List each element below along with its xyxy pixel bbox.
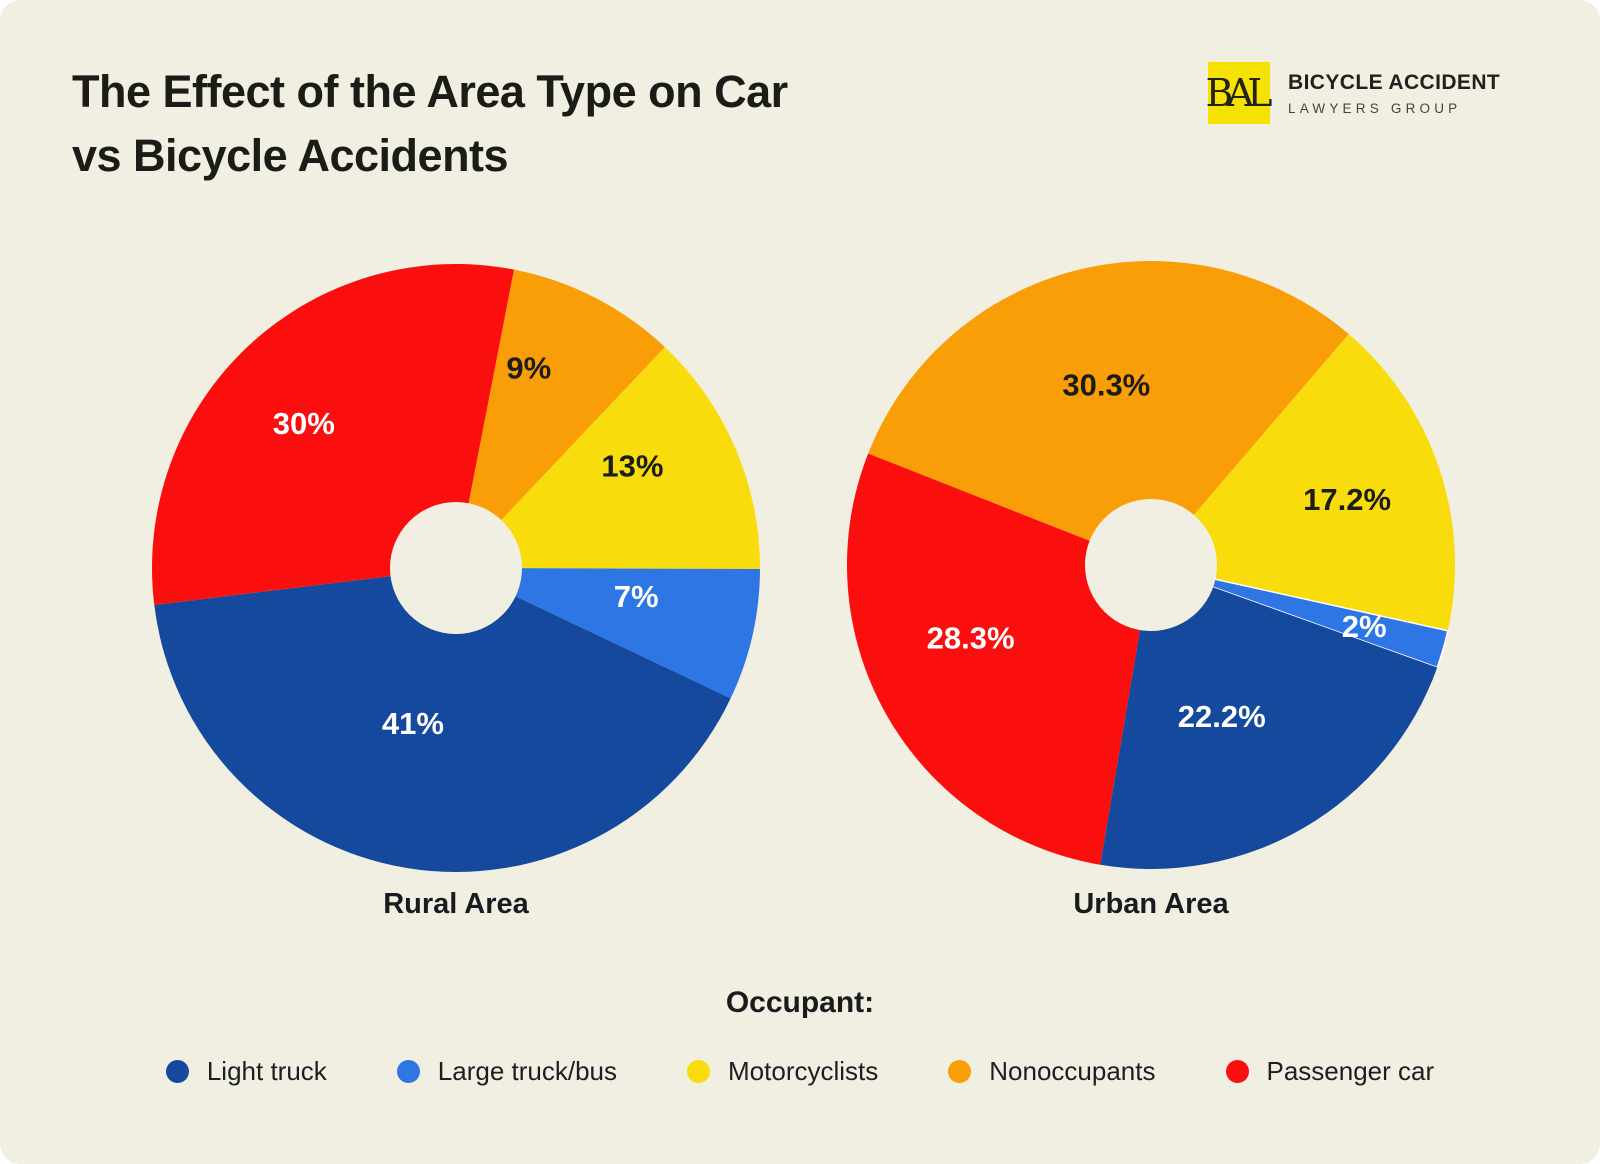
logo-monogram-square: BAL [1205,62,1273,124]
legend-item-label: Light truck [206,1056,327,1086]
legend-item-motorcyclists: Motorcyclists [687,1056,878,1087]
legend: Light truck Large truck/bus Motorcyclists N… [0,1056,1600,1087]
page-title-line2: vs Bicycle Accidents [72,130,509,181]
slice-value-label-motorcyclists: 17.2% [1303,482,1391,517]
pie-slice-large-truck-bus [1150,564,1449,669]
brand-logo: BAL BICYCLE ACCIDENT LAWYERS GROUP [1205,62,1500,124]
slice-value-label-large-truck-bus: 2% [1342,609,1387,644]
slice-value-label-nonoccupants: 30.3% [1062,368,1150,403]
legend-item-label: Passenger car [1266,1056,1435,1086]
legend-item-label: Nonoccupants [989,1056,1156,1086]
legend-item-nonoccupants: Nonoccupants [948,1056,1156,1087]
slice-value-label-passenger-car: 28.3% [927,620,1015,655]
logo-company-name: BICYCLE ACCIDENT [1288,70,1501,94]
slice-value-label-nonoccupants: 9% [506,351,551,386]
pie-slice-large-truck-bus [456,568,760,699]
donut-hole [1085,499,1217,631]
legend-item-light-truck: Light truck [165,1056,327,1087]
nonoccupants-legend-dot-icon [948,1060,972,1083]
slice-value-label-large-truck-bus: 7% [614,579,659,614]
donut-hole [390,502,522,634]
pie-slice-nonoccupants [868,260,1349,565]
pie-slice-motorcyclists [1151,334,1455,631]
logo-wordmark: BICYCLE ACCIDENT LAWYERS GROUP [1288,71,1500,116]
urban-area-label: Urban Area [1073,888,1229,920]
rural-area-label: Rural Area [383,888,529,920]
large-truck-bus-legend-dot-icon [396,1060,420,1083]
legend-title: Occupant: [725,986,875,1019]
pie-slice-light-truck [154,568,731,872]
legend-item-large-truck-bus: Large truck/bus [396,1056,618,1087]
pie-slice-motorcyclists [456,347,761,570]
urban-area-pie-chart: 30.3% 17.2% 2% 22.2% 28.3% [846,260,1455,870]
slice-value-label-light-truck: 22.2% [1178,699,1266,734]
rural-area-pie-chart-svg: 9% 13% 7% 41% 30% [152,264,761,872]
legend-item-passenger-car: Passenger car [1225,1056,1435,1087]
logo-monogram-text: BAL [1205,71,1273,115]
logo-tagline: LAWYERS GROUP [1288,100,1462,116]
page-title-line1: The Effect of the Area Type on Car [72,66,788,117]
slice-value-label-motorcyclists: 13% [601,449,663,484]
slice-value-label-passenger-car: 30% [273,406,335,441]
page-title: The Effect of the Area Type on Car vs Bi… [72,60,788,188]
legend-item-label: Motorcyclists [728,1056,879,1086]
rural-area-pie-chart: 9% 13% 7% 41% 30% [152,264,761,872]
pie-slice-light-truck [1100,565,1438,870]
pie-slice-nonoccupants [456,269,665,568]
motorcyclists-legend-dot-icon [687,1060,711,1083]
light-truck-legend-dot-icon [165,1060,189,1083]
passenger-car-legend-dot-icon [1225,1060,1249,1083]
slice-value-label-light-truck: 41% [382,706,444,741]
urban-area-pie-chart-svg: 30.3% 17.2% 2% 22.2% 28.3% [846,260,1455,870]
legend-item-label: Large truck/bus [437,1056,618,1086]
pie-slice-passenger-car [846,453,1151,865]
